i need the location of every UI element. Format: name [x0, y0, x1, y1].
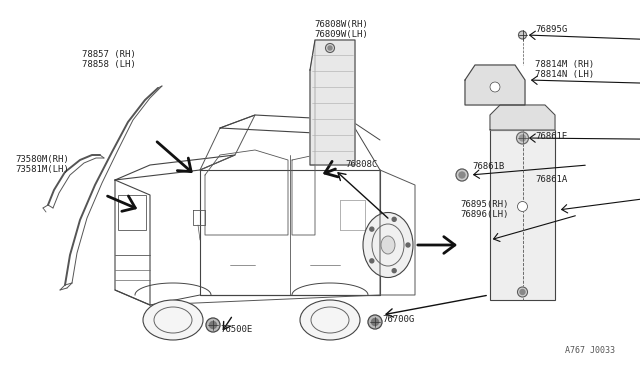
Text: A767 J0033: A767 J0033 — [565, 346, 615, 355]
Circle shape — [520, 289, 525, 295]
Circle shape — [456, 169, 468, 181]
Circle shape — [206, 318, 220, 332]
Text: 78814M (RH)
78814N (LH): 78814M (RH) 78814N (LH) — [535, 60, 594, 79]
Text: 76500E: 76500E — [220, 325, 252, 334]
Text: 73580M(RH)
73581M(LH): 73580M(RH) 73581M(LH) — [15, 155, 68, 174]
Circle shape — [490, 82, 500, 92]
Circle shape — [516, 132, 529, 144]
Circle shape — [518, 287, 527, 297]
Ellipse shape — [363, 212, 413, 278]
Circle shape — [370, 227, 374, 231]
Circle shape — [326, 44, 335, 52]
Circle shape — [209, 321, 216, 328]
Bar — [490, 130, 555, 300]
Ellipse shape — [300, 300, 360, 340]
Text: 76861B: 76861B — [472, 162, 504, 171]
Circle shape — [520, 135, 525, 141]
Circle shape — [368, 315, 382, 329]
Circle shape — [518, 31, 527, 39]
Circle shape — [392, 217, 396, 221]
Text: 76700G: 76700G — [382, 315, 414, 324]
Circle shape — [518, 202, 527, 212]
Polygon shape — [310, 40, 355, 165]
Ellipse shape — [381, 236, 395, 254]
Circle shape — [406, 243, 410, 247]
Text: 76861A: 76861A — [535, 175, 567, 184]
Circle shape — [371, 318, 378, 326]
Text: 76808W(RH)
76809W(LH): 76808W(RH) 76809W(LH) — [314, 20, 368, 39]
Polygon shape — [490, 105, 555, 130]
Text: 76895(RH)
76896(LH): 76895(RH) 76896(LH) — [460, 200, 508, 219]
Circle shape — [392, 269, 396, 273]
Ellipse shape — [143, 300, 203, 340]
Circle shape — [328, 46, 332, 50]
Text: 76861E: 76861E — [535, 132, 567, 141]
Text: 78857 (RH)
78858 (LH): 78857 (RH) 78858 (LH) — [82, 50, 136, 70]
Circle shape — [459, 172, 465, 178]
Circle shape — [370, 259, 374, 263]
Bar — [118, 195, 146, 230]
Text: 76895G: 76895G — [535, 25, 567, 34]
Text: 76808C: 76808C — [345, 160, 377, 169]
Polygon shape — [465, 65, 525, 105]
